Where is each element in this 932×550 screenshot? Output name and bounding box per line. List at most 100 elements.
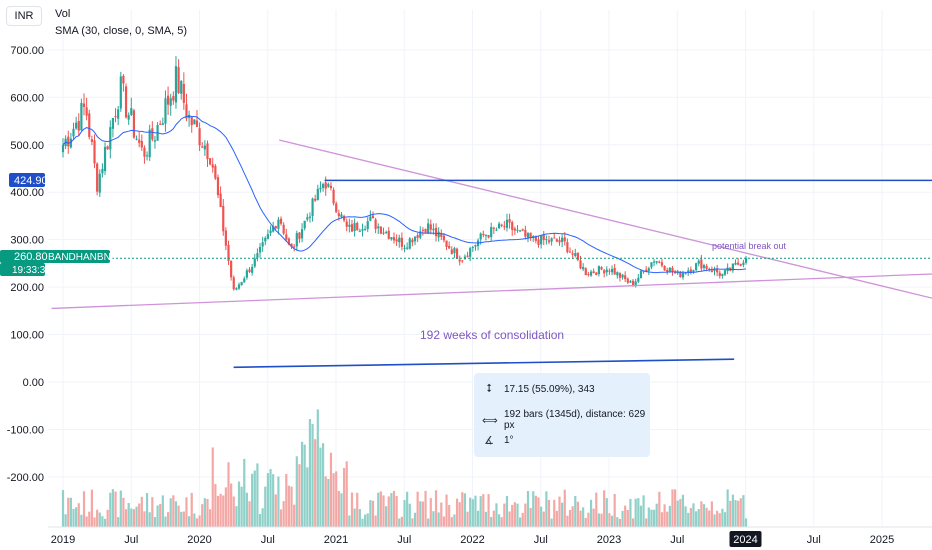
volume-bar: [634, 498, 637, 527]
candle-body: [61, 145, 65, 153]
candle-body: [739, 264, 742, 266]
volume-bar: [379, 491, 382, 527]
time-tick-label: 2021: [324, 534, 348, 546]
candle-body: [631, 280, 635, 286]
time-tick-label: 2024: [733, 534, 757, 546]
candle-body: [82, 103, 86, 108]
price-axis[interactable]: 700.00 600.00 500.00 400.00 300.00 200.00 100.…: [7, 45, 44, 484]
volume-bar: [600, 513, 603, 527]
sma-legend[interactable]: SMA (30, close, 0, SMA, 5): [55, 25, 188, 37]
volume-bar: [251, 473, 254, 527]
volume-bar: [450, 517, 453, 527]
volume-bar: [219, 493, 222, 527]
candle-body: [237, 284, 241, 289]
candle-body: [545, 239, 548, 241]
volume-bar: [545, 491, 548, 527]
volume-bar: [143, 511, 146, 527]
measure-line[interactable]: [233, 358, 735, 369]
price-tick-label: 400.00: [10, 187, 44, 199]
volume-bar: [490, 516, 493, 527]
descending-trendline[interactable]: [278, 139, 932, 311]
currency-button[interactable]: INR: [6, 6, 42, 26]
candle-body: [721, 273, 724, 276]
candle-body: [337, 213, 340, 217]
time-axis[interactable]: 2019 Jul 2020 Jul 2021 Jul 2022 Jul 2023 Jul 2024 J…: [48, 526, 932, 547]
candle-body: [406, 247, 409, 249]
candle-body: [624, 275, 627, 280]
volume-bar: [595, 492, 598, 527]
candle-body: [508, 219, 511, 223]
volume-bar: [716, 510, 719, 527]
volume-bar: [603, 490, 606, 527]
volume-bar: [109, 492, 112, 527]
candle-body: [90, 139, 93, 142]
angle-icon: ∡: [484, 435, 494, 447]
candle-body: [618, 273, 622, 278]
candle-body: [222, 205, 225, 232]
candle-body: [695, 263, 698, 271]
volume-bar: [650, 509, 653, 527]
candle-body: [159, 123, 162, 125]
candle-body: [109, 127, 112, 150]
candle-body: [503, 226, 506, 228]
breakout-annotation[interactable]: potential break out: [712, 241, 787, 251]
candle-body: [230, 260, 233, 278]
candle-body: [72, 128, 75, 137]
candle-body: [474, 245, 477, 247]
volume-bars: [61, 409, 748, 527]
volume-bar: [679, 498, 682, 527]
volume-bar: [508, 511, 511, 527]
volume-bar: [256, 463, 259, 527]
candle-body: [119, 76, 122, 109]
candle-body: [248, 269, 251, 272]
volume-bar: [608, 513, 611, 527]
volume-bar: [282, 501, 285, 527]
volume-bar: [103, 518, 107, 527]
volume-bar: [164, 516, 167, 527]
volume-bar: [739, 498, 742, 527]
candle-body: [285, 234, 288, 240]
volume-bar: [642, 495, 645, 527]
volume-bar: [729, 500, 732, 527]
candle-body: [274, 225, 277, 229]
volume-bar: [416, 491, 419, 527]
volume-bar: [521, 512, 524, 527]
sma-line: [62, 115, 747, 274]
consolidation-annotation[interactable]: 192 weeks of consolidation: [420, 328, 564, 342]
candle-body: [563, 237, 566, 242]
candle-body: [687, 270, 690, 273]
candle-body: [190, 116, 193, 126]
volume-bar: [624, 505, 627, 527]
volume-bar: [227, 462, 230, 527]
volume-bar: [371, 500, 375, 527]
last-price-badge: [0, 250, 110, 263]
candle-body: [637, 277, 640, 282]
candle-body: [166, 95, 170, 105]
ascending-support[interactable]: [51, 272, 932, 310]
volume-bar: [377, 492, 380, 527]
candle-body: [605, 269, 608, 273]
volume-bar: [182, 511, 185, 527]
candle-body: [597, 266, 601, 275]
measure-angle-text: 1°: [504, 435, 514, 446]
volume-bar: [345, 461, 348, 527]
price-tick-label: 300.00: [10, 235, 44, 247]
volume-bar: [526, 491, 530, 527]
volume-bar: [224, 487, 227, 527]
candle-body: [645, 269, 648, 272]
volume-bar: [400, 516, 403, 527]
volume-bar: [421, 501, 425, 527]
candle-body: [663, 266, 666, 271]
candle-body: [487, 235, 490, 238]
candle-body: [316, 188, 319, 200]
last-price-text: 260.80: [14, 251, 48, 263]
volume-bar: [75, 507, 78, 527]
volume-bar: [655, 503, 658, 527]
volume-legend[interactable]: Vol: [55, 8, 71, 20]
candle-body: [700, 259, 703, 269]
volume-bar: [198, 515, 201, 527]
volume-bar: [350, 492, 354, 527]
horizontal-range-icon: ⟺: [482, 414, 498, 427]
candle-body: [293, 246, 296, 248]
